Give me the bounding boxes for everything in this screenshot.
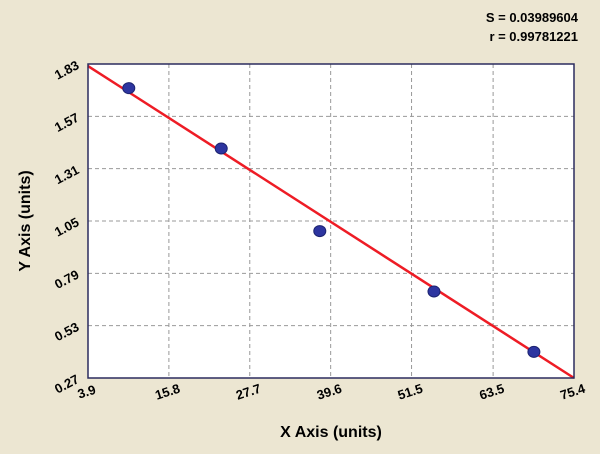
y-tick-label: 1.57: [52, 110, 81, 135]
x-tick-label: 63.5: [477, 381, 506, 403]
y-axis-title: Y Axis (units): [17, 170, 34, 272]
x-axis-title: X Axis (units): [280, 424, 382, 441]
stats-block: S = 0.03989604 r = 0.99781221: [486, 8, 578, 46]
data-point: [527, 345, 541, 358]
x-tick-label: 39.6: [315, 381, 344, 403]
data-point: [214, 142, 228, 155]
data-point: [122, 82, 136, 95]
y-tick-label: 0.79: [52, 267, 81, 292]
y-tick-label: 1.05: [52, 214, 81, 239]
plot-frame: [87, 63, 575, 379]
y-tick-label: 1.83: [52, 57, 81, 82]
x-tick-label: 27.7: [234, 381, 263, 403]
stat-s-value: S = 0.03989604: [485, 10, 578, 25]
x-tick-label: 75.4: [558, 380, 587, 402]
y-tick-label: 1.31: [52, 162, 81, 187]
y-tick-label: 0.53: [52, 319, 81, 344]
data-point: [313, 225, 327, 238]
bottom-strip: [0, 454, 600, 466]
x-tick-label: 3.9: [76, 382, 98, 402]
regression-line: [87, 64, 575, 380]
x-tick-label: 51.5: [396, 381, 425, 403]
x-tick-label: 15.8: [153, 381, 182, 403]
data-point: [427, 285, 441, 298]
stat-r-value: r = 0.99781221: [489, 29, 578, 44]
